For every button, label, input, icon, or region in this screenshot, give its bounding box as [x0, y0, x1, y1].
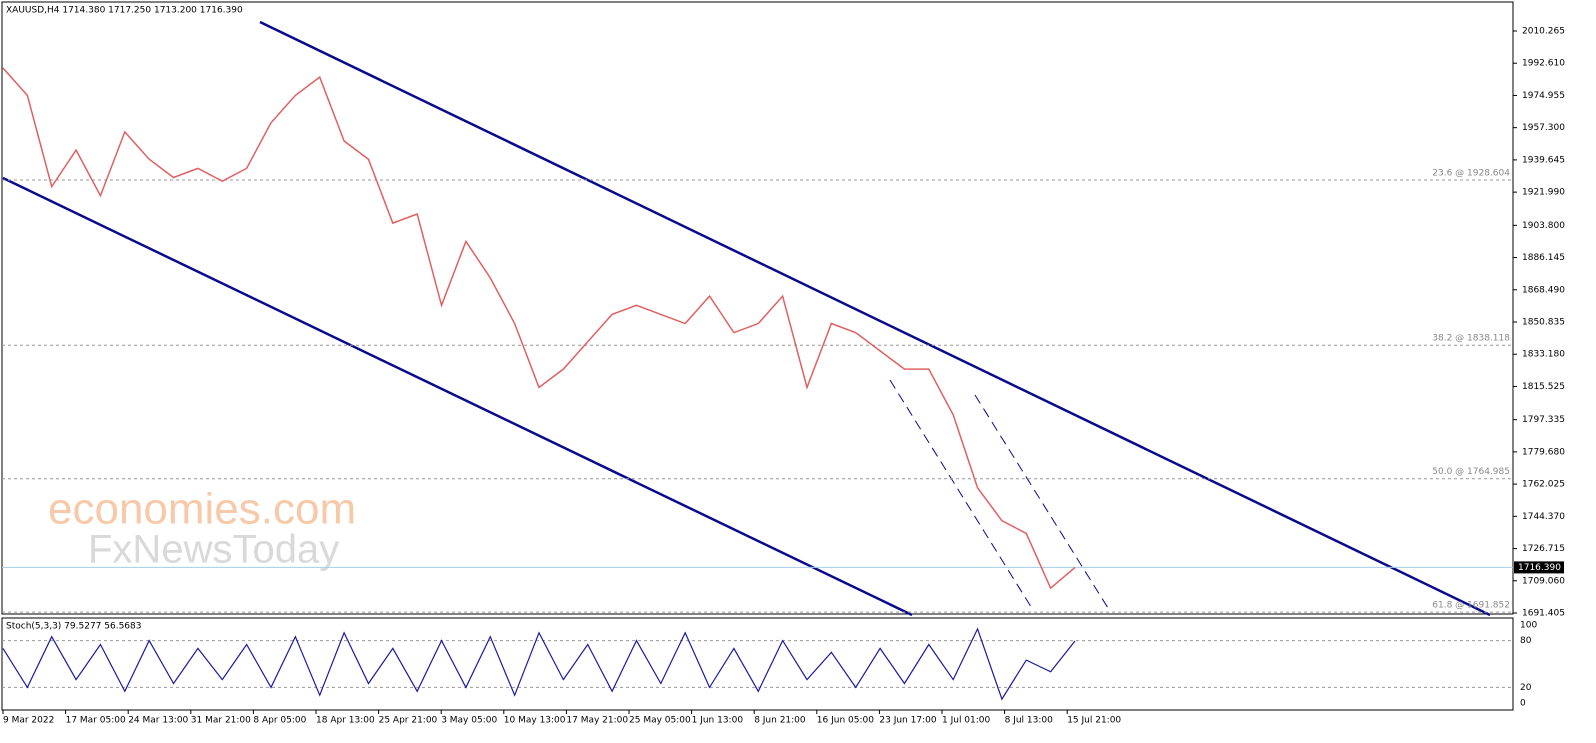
time-label: 23 Jun 17:00	[879, 716, 936, 726]
price-tick-label: 1797.335	[1522, 415, 1565, 425]
channel-lower	[2, 176, 913, 617]
price-tick-label: 1886.145	[1522, 253, 1565, 263]
price-tick-label: 1779.680	[1522, 447, 1565, 457]
price-tick-label: 1744.370	[1522, 512, 1565, 522]
watermark: FxNewsToday	[88, 528, 339, 572]
stoch-tick-label: 20	[1520, 683, 1532, 693]
time-label: 8 Jun 21:00	[754, 716, 806, 726]
time-label: 16 Jun 05:00	[817, 716, 874, 726]
price-tick-label: 1974.955	[1522, 91, 1565, 101]
time-label: 9 Mar 2022	[3, 716, 54, 726]
price-tick-label: 1815.525	[1522, 382, 1565, 392]
price-tick-label: 1833.180	[1522, 350, 1565, 360]
time-label: 18 Apr 13:00	[316, 716, 375, 726]
fib-label: 50.0 @ 1764.985	[1432, 467, 1510, 477]
price-tick-label: 1762.025	[1522, 480, 1565, 490]
price-tick-label: 1709.060	[1522, 576, 1565, 586]
stoch-line	[2, 627, 1076, 701]
price-tick-label: 1992.610	[1522, 59, 1565, 69]
time-label: 8 Jul 13:00	[1005, 716, 1054, 726]
stoch-tick-label: 0	[1520, 699, 1526, 709]
stoch-label: Stoch(5,3,3) 79.5277 56.5683	[6, 622, 141, 632]
time-label: 8 Apr 05:00	[253, 716, 306, 726]
time-label: 3 May 05:00	[441, 716, 497, 726]
current-price-box	[1514, 561, 1564, 574]
price-tick-label: 2010.265	[1522, 27, 1565, 37]
price-tick-label: 1903.800	[1522, 221, 1565, 231]
plot: 2010.265 1992.610 1974.955 1957.300 1939.645…	[2, 27, 1565, 726]
stoch-tick-label: 80	[1520, 636, 1532, 646]
time-label: 25 May 05:00	[629, 716, 691, 726]
price-panel	[1, 1, 1514, 615]
price-tick-label: 1921.990	[1522, 188, 1565, 198]
watermark: economies.com	[48, 485, 356, 534]
price-tick-label: 1726.715	[1522, 544, 1565, 554]
stoch-tick-label: 100	[1520, 621, 1537, 631]
price-tick-label: 1691.405	[1522, 609, 1565, 619]
time-label: 17 May 21:00	[566, 716, 628, 726]
price-tick-label: 1939.645	[1522, 155, 1565, 165]
fib-label: 23.6 @ 1928.604	[1432, 169, 1510, 179]
time-label: 15 Jul 21:00	[1067, 716, 1121, 726]
time-label: 17 Mar 05:00	[66, 716, 126, 726]
fib-label: 61.8 @ 1691.852	[1432, 601, 1510, 611]
time-label: 1 Jun 13:00	[692, 716, 744, 726]
header: XAUUSD,H4 1714.380 1717.250 1713.200 171…	[6, 6, 243, 16]
channel-dashed	[974, 394, 1109, 609]
channel-dashed	[889, 379, 1034, 611]
price-tick-label: 1850.835	[1522, 318, 1565, 328]
fib-label: 38.2 @ 1838.118	[1432, 334, 1510, 344]
current-price-label: 1716.390	[1518, 563, 1561, 573]
time-label: 24 Mar 13:00	[128, 716, 188, 726]
time-label: 31 Mar 21:00	[191, 716, 251, 726]
price-tick-label: 1868.490	[1522, 285, 1565, 295]
stoch-panel	[1, 617, 1514, 711]
channel-upper	[259, 20, 1491, 617]
price-tick-label: 1957.300	[1522, 123, 1565, 133]
time-label: 25 Apr 21:00	[379, 716, 438, 726]
time-label: 1 Jul 01:00	[942, 716, 991, 726]
time-label: 10 May 13:00	[504, 716, 566, 726]
price-line	[2, 67, 1076, 590]
